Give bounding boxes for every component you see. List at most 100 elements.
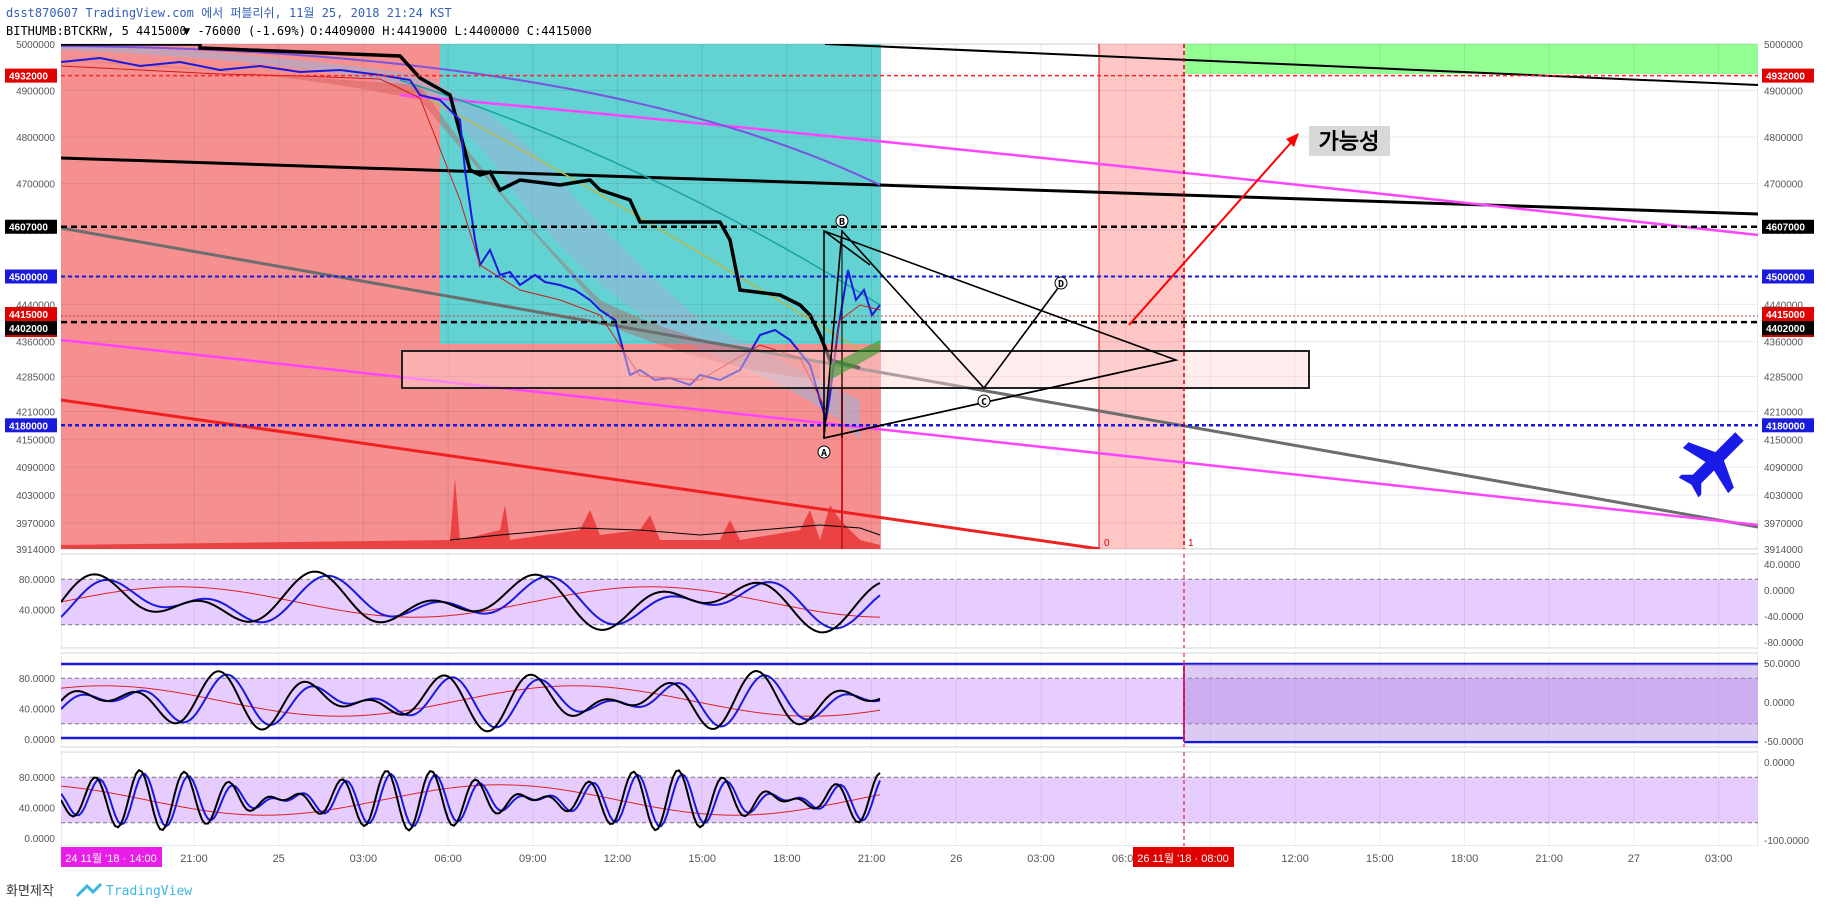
right-price-axis[interactable]: 5000000490000048000004700000460000045000… bbox=[1758, 40, 1828, 556]
point-d-label: D bbox=[1054, 276, 1068, 290]
price-tick-label: 4700000 bbox=[1764, 180, 1803, 191]
start-date-tag bbox=[61, 847, 162, 867]
price-tag-right bbox=[1762, 321, 1814, 336]
k-line bbox=[60, 768, 881, 832]
marker-1: 1 bbox=[1188, 538, 1194, 549]
symbol-label: BITHUMB:BTCKRW, 5 4415000 bbox=[6, 24, 187, 38]
price-tag-left bbox=[5, 307, 57, 322]
k-line bbox=[60, 570, 881, 634]
marker-0: 0 bbox=[1104, 538, 1110, 549]
price-tag-left bbox=[5, 219, 57, 234]
price-tag-right bbox=[1762, 68, 1814, 83]
price-tag-right bbox=[1762, 418, 1814, 433]
time-tick-label: 18:00 bbox=[1451, 853, 1479, 865]
start-date-label: 24 11월 '18 · 14:00 bbox=[65, 852, 157, 865]
time-axis[interactable]: 21:00 25 03:00 06:00 09:00 12:00 15:00 18:00 21:… bbox=[61, 846, 1758, 871]
osc-left-tick: 0.0000 bbox=[24, 834, 55, 845]
price-tag-left bbox=[5, 68, 57, 83]
osc-left-tick: 80.0000 bbox=[19, 773, 56, 784]
left-price-axis[interactable]: 5000000490000048000004700000460000045000… bbox=[0, 40, 61, 556]
svg-text:D: D bbox=[1058, 279, 1064, 290]
chart-header: dsst870607 TradingView.com 에서 퍼블리쉬, 11월 … bbox=[6, 6, 592, 38]
price-tick-label: 5000000 bbox=[1764, 40, 1803, 51]
oscillator-pane-2[interactable]: 80.0000 40.0000 0.0000 50.0000 0.0000 -50.000… bbox=[0, 652, 1828, 748]
price-tag-left-text: 4402000 bbox=[9, 324, 48, 335]
oscillator-band bbox=[61, 579, 1758, 625]
osc-right-tick: -100.0000 bbox=[1764, 836, 1809, 847]
svg-text:B: B bbox=[839, 217, 845, 228]
time-tick-label: 25 bbox=[273, 853, 285, 865]
time-tick-label: 06:00 bbox=[434, 853, 462, 865]
price-pane[interactable]: A B C D 가능성 0 1 bbox=[60, 43, 1762, 550]
price-tick-label: 4285000 bbox=[16, 372, 55, 383]
point-a-label: A bbox=[817, 445, 831, 459]
svg-text:A: A bbox=[821, 448, 827, 459]
cursor-date-tag bbox=[1133, 847, 1234, 867]
osc-right-tick: -50.0000 bbox=[1764, 737, 1804, 748]
price-tick-label: 4030000 bbox=[16, 491, 55, 502]
pink-zone bbox=[1099, 44, 1185, 549]
point-b-label: B bbox=[835, 214, 849, 228]
oscillator-pane-3[interactable]: 80.0000 40.0000 0.0000 0.0000 -100.0000 bbox=[0, 751, 1828, 847]
publish-info: dsst870607 TradingView.com 에서 퍼블리쉬, 11월 … bbox=[6, 6, 452, 20]
projection-arrow[interactable] bbox=[1128, 136, 1297, 326]
trendline-top bbox=[824, 44, 1758, 86]
trendline-gray bbox=[61, 226, 1758, 529]
time-tick-label: 12:00 bbox=[1281, 853, 1309, 865]
price-tick-label: 4090000 bbox=[1764, 463, 1803, 474]
price-tag-left bbox=[5, 321, 57, 336]
time-tick-label: 21:00 bbox=[180, 853, 208, 865]
osc-right-tick: 0.0000 bbox=[1764, 758, 1795, 769]
time-tick-label: 18:00 bbox=[773, 853, 801, 865]
price-tick-label: 4285000 bbox=[1764, 372, 1803, 383]
annotation-box[interactable]: 가능성 bbox=[1309, 126, 1390, 156]
point-c-label: C bbox=[977, 394, 991, 408]
signal-line bbox=[60, 586, 881, 618]
time-tick-label: 03:00 bbox=[1027, 853, 1055, 865]
price-tick-label: 4150000 bbox=[16, 435, 55, 446]
osc-right-tick: 50.0000 bbox=[1764, 659, 1801, 670]
volume-bars bbox=[61, 478, 880, 549]
osc-left-tick: 40.0000 bbox=[19, 804, 56, 815]
price-tick-label: 4360000 bbox=[16, 338, 55, 349]
abcd-pattern[interactable] bbox=[823, 229, 1062, 439]
price-tick-label: 4150000 bbox=[1764, 435, 1803, 446]
oscillator-panes[interactable]: 80.0000 40.0000 40.0000 0.0000 -40.0000 -80.0… bbox=[0, 553, 1828, 847]
step-line bbox=[61, 44, 861, 370]
pattern-labels: A B C D bbox=[817, 214, 1068, 459]
time-tick-label: 15:00 bbox=[688, 853, 716, 865]
time-tick-label: 27 bbox=[1628, 853, 1640, 865]
ohlc-readout: O:4409000 H:4419000 L:4400000 C:4415000 bbox=[310, 24, 592, 38]
d-line bbox=[60, 772, 881, 828]
footer: 화면제작 TradingView bbox=[6, 882, 192, 899]
time-tick-label: 03:00 bbox=[350, 853, 378, 865]
price-tick-label: 4440000 bbox=[1764, 300, 1803, 311]
osc-left-tick: 40.0000 bbox=[19, 705, 56, 716]
osc-right-tick: 0.0000 bbox=[1764, 586, 1795, 597]
trendline-red bbox=[61, 398, 1101, 549]
cursor-date-label: 26 11월 '18 · 08:00 bbox=[1137, 852, 1229, 865]
price-tag-right-text: 4402000 bbox=[1766, 324, 1805, 335]
price-tick-label: 4900000 bbox=[16, 87, 55, 98]
price-line bbox=[61, 56, 881, 421]
price-tick-label: 4360000 bbox=[1764, 338, 1803, 349]
osc-right-tick: -40.0000 bbox=[1764, 612, 1804, 623]
svg-text:C: C bbox=[981, 397, 987, 408]
price-tick-label: 3970000 bbox=[1764, 519, 1803, 530]
time-tick-label: 21:00 bbox=[858, 853, 886, 865]
annotation-text: 가능성 bbox=[1319, 129, 1380, 154]
trendline-magenta-upper bbox=[399, 93, 1758, 237]
price-tag-left bbox=[5, 269, 57, 284]
time-tick-label: 12:00 bbox=[604, 853, 632, 865]
price-tick-label: 4900000 bbox=[1764, 87, 1803, 98]
time-tick-label: 26 bbox=[950, 853, 962, 865]
osc-right-tick: -80.0000 bbox=[1764, 638, 1804, 649]
oscillator-pane-1[interactable]: 80.0000 40.0000 40.0000 0.0000 -40.0000 -80.0… bbox=[0, 553, 1828, 649]
osc-left-tick: 40.0000 bbox=[19, 606, 56, 617]
time-tick-label: 03:00 bbox=[1705, 853, 1733, 865]
price-tick-label: 4800000 bbox=[1764, 133, 1803, 144]
k-line bbox=[60, 669, 881, 733]
oscillator-band bbox=[61, 777, 1758, 823]
brand-label: TradingView bbox=[106, 884, 192, 899]
